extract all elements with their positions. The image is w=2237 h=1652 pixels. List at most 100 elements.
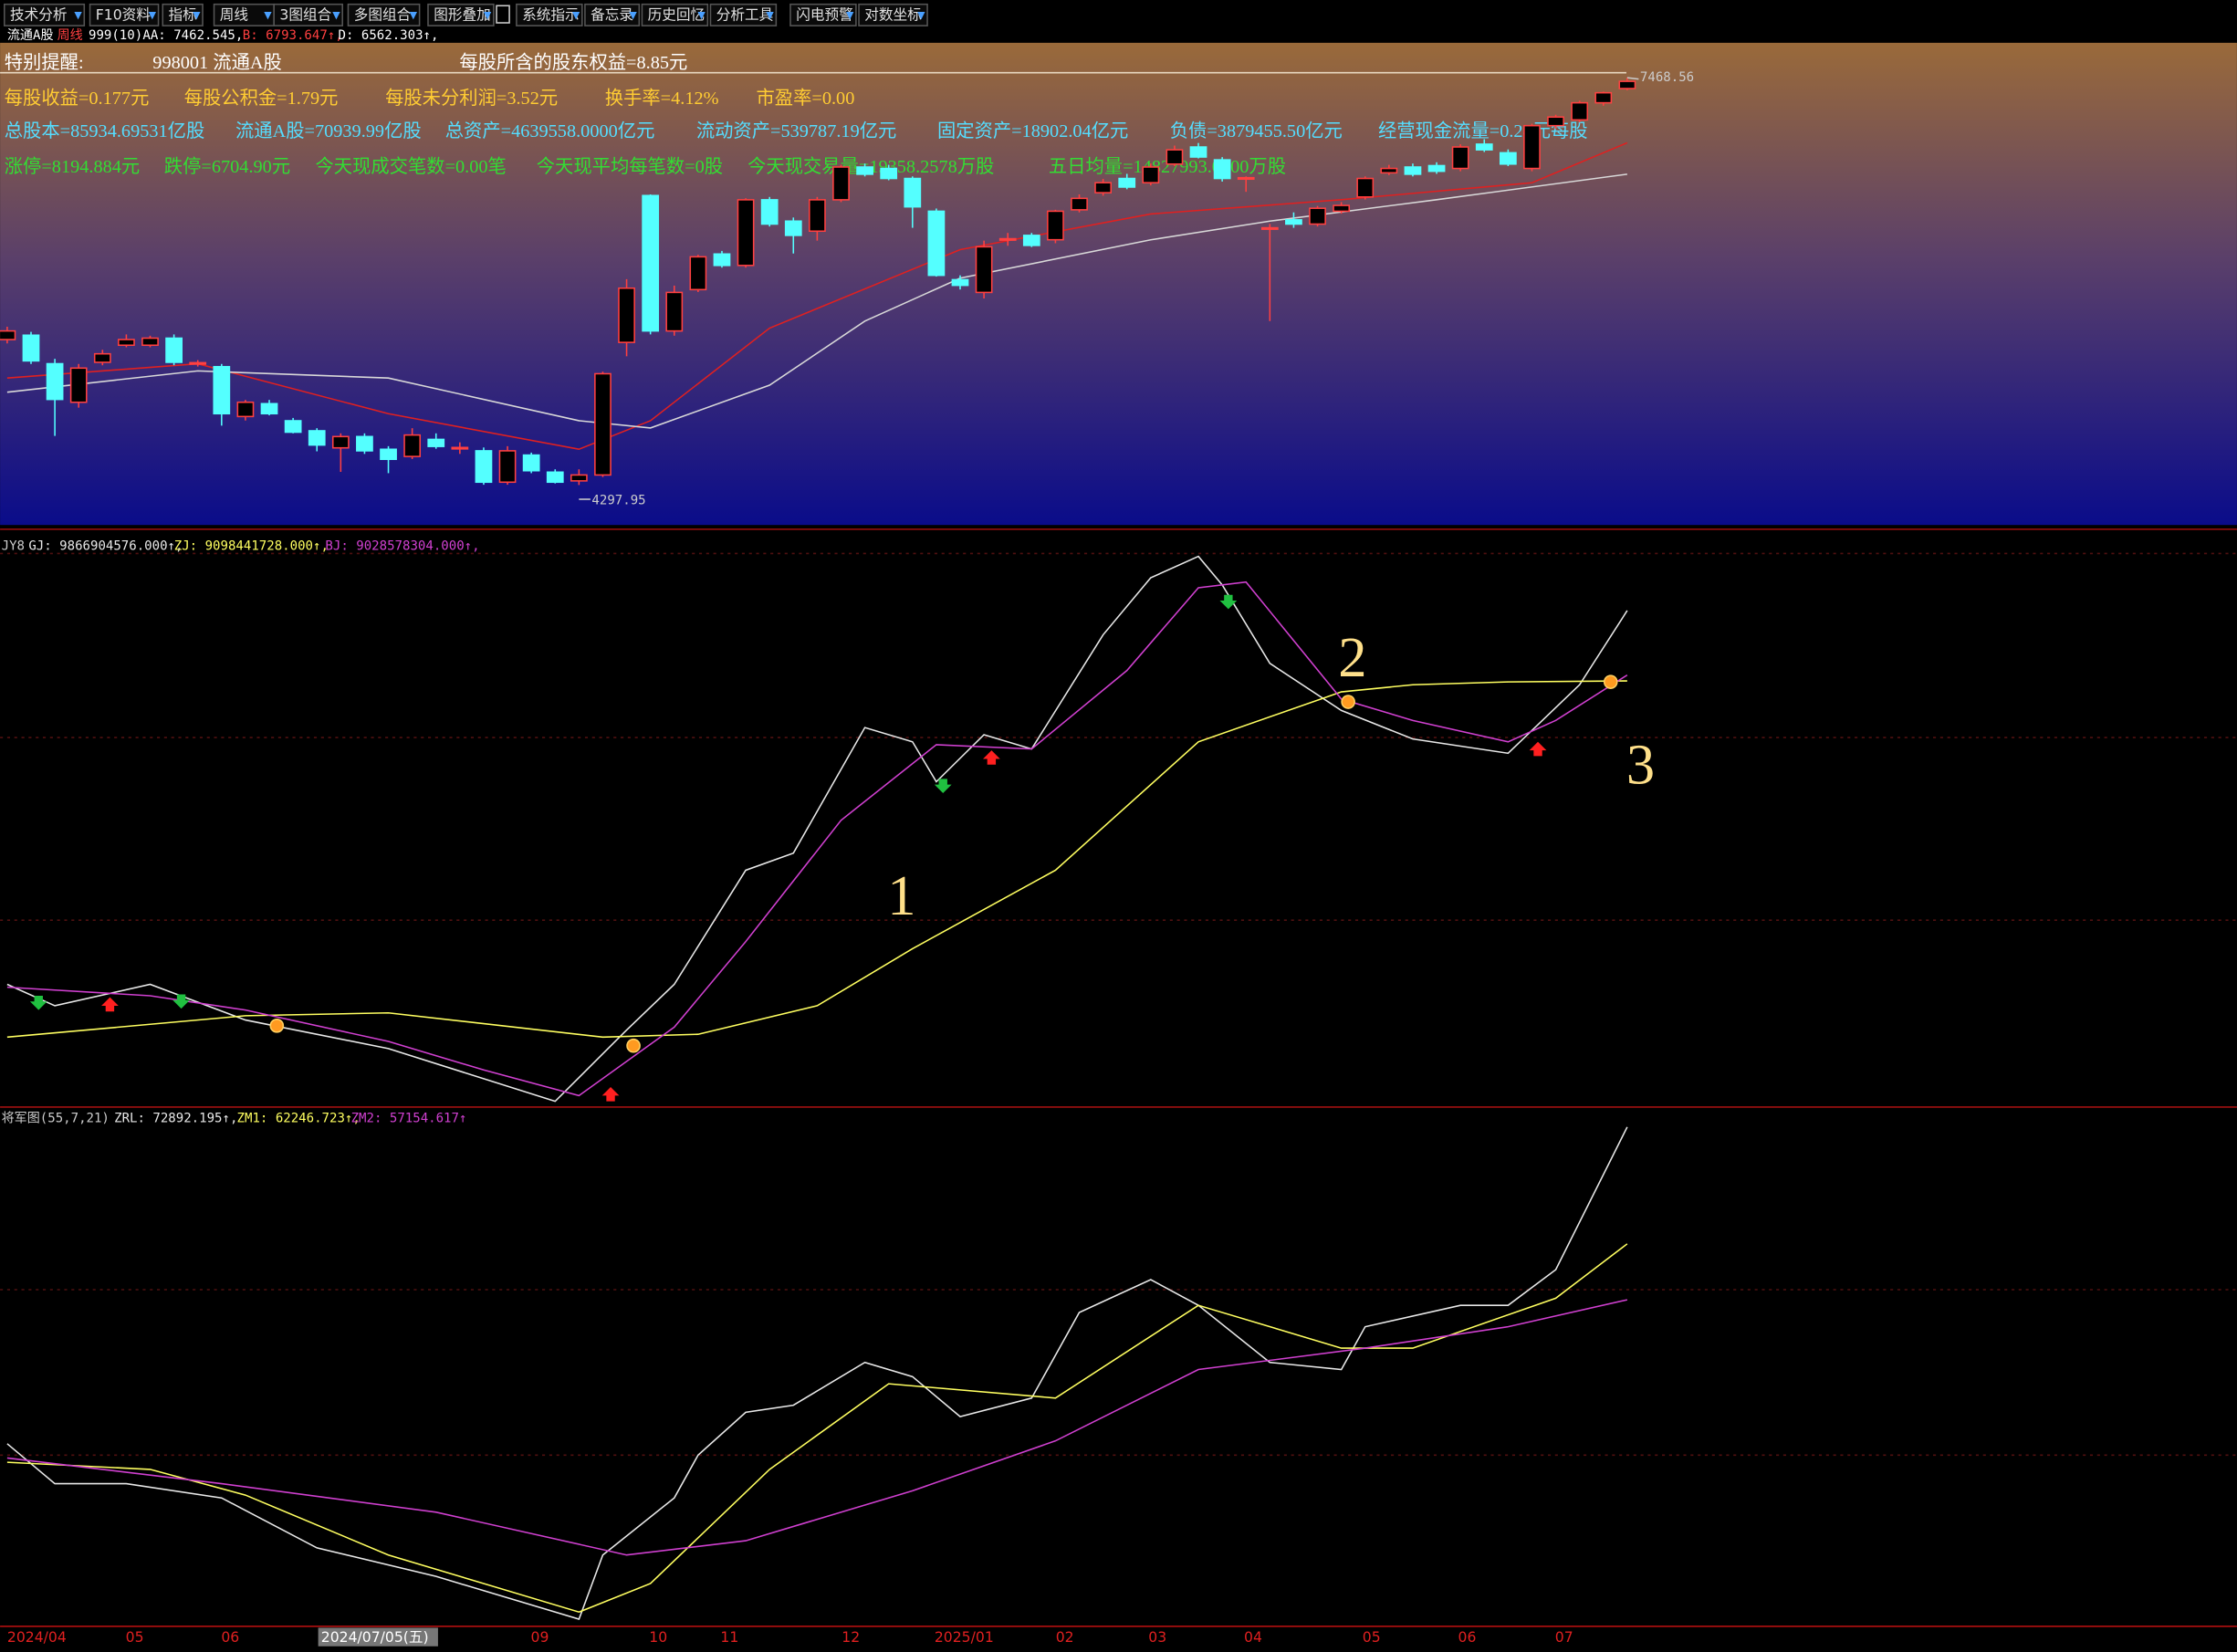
toolbar-button[interactable] (162, 3, 204, 26)
toolbar-button[interactable] (273, 3, 343, 26)
candle-body (1047, 210, 1064, 241)
signal-dot (1603, 674, 1618, 689)
date-label: 11 (720, 1628, 738, 1646)
info-text: 今天现成交笔数=0.00笔 (316, 156, 507, 177)
dropdown-arrow[interactable]: ▼ (484, 9, 492, 21)
candle-body (475, 450, 493, 484)
candle-body (737, 199, 755, 267)
candle-body (1380, 167, 1398, 174)
toolbar-label[interactable]: 图形叠加 (434, 6, 490, 24)
sell-arrow (1219, 594, 1238, 610)
info-text: 涨停=8194.884元 (5, 156, 140, 177)
date-label: 09 (531, 1628, 549, 1646)
indicator-line (6, 555, 1628, 1103)
candle-body (356, 435, 373, 452)
dropdown-arrow[interactable]: ▼ (846, 9, 854, 21)
toolbar-button[interactable] (641, 3, 709, 26)
date-label: 12 (841, 1628, 860, 1646)
toolbar-button[interactable] (89, 3, 160, 26)
candle-body (141, 337, 159, 347)
status-item: 999(10) (89, 28, 142, 43)
dropdown-arrow[interactable]: ▼ (332, 9, 340, 21)
candle-body (1404, 166, 1422, 175)
info-text: 固定资产=18902.04亿元 (937, 120, 1128, 141)
candle-body (1571, 101, 1589, 121)
candle-body (570, 474, 588, 482)
indicator-line (6, 173, 1627, 429)
dropdown-arrow[interactable]: ▼ (917, 9, 925, 21)
candle-body (69, 367, 88, 403)
lock-icon[interactable] (496, 5, 510, 24)
info-text: 每股所含的股东权益=8.85元 (459, 52, 687, 73)
indicator-line (6, 1243, 1628, 1614)
indicator-name: 将军图(55,7,21) (2, 1111, 110, 1125)
candle-body (880, 167, 898, 180)
dropdown-arrow[interactable]: ▼ (74, 9, 82, 21)
indicator-value: GJ: 9866904576.000↑, (28, 539, 183, 554)
toolbar-button[interactable] (347, 3, 421, 26)
date-label: 04 (1244, 1628, 1262, 1646)
toolbar-label[interactable]: 备忘录 (591, 6, 633, 24)
candle-body (284, 420, 302, 434)
candle-body (427, 438, 445, 447)
dropdown-arrow[interactable]: ▼ (264, 9, 272, 21)
candle-body (22, 334, 40, 362)
toolbar-button[interactable] (427, 3, 495, 26)
low-label: 4297.95 (591, 494, 645, 508)
date-label: 2024/07/05(五) (321, 1628, 429, 1646)
toolbar-label[interactable]: 历史回忆 (648, 6, 706, 24)
toolbar-label[interactable]: 周线 (220, 6, 249, 24)
candle-body (1451, 146, 1469, 170)
date-label: 05 (1363, 1628, 1381, 1646)
toolbar-label[interactable]: 技术分析 (10, 6, 68, 24)
toolbar-label[interactable]: 分析工具 (716, 6, 774, 24)
toolbar-label[interactable]: 闪电预警 (796, 6, 853, 24)
dropdown-arrow[interactable]: ▼ (193, 9, 201, 21)
dropdown-arrow[interactable]: ▼ (697, 9, 706, 21)
annotation: 3 (1626, 732, 1655, 796)
dropdown-arrow[interactable]: ▼ (766, 9, 774, 21)
candle-body (1427, 164, 1446, 173)
toolbar-label[interactable]: 系统指示 (522, 6, 579, 24)
toolbar-button[interactable] (516, 3, 583, 26)
dropdown-arrow[interactable]: ▼ (572, 9, 580, 21)
dropdown-arrow[interactable]: ▼ (149, 9, 157, 21)
candle-body (1333, 204, 1351, 213)
candle-body (1022, 235, 1040, 246)
candle-body (1475, 143, 1493, 151)
toolbar-label[interactable]: 对数坐标 (864, 6, 922, 24)
toolbar-label[interactable]: F10资料 (96, 6, 151, 24)
toolbar-button[interactable] (584, 3, 641, 26)
candle-body (1237, 176, 1255, 181)
candle-body (451, 446, 469, 450)
date-highlight (318, 1627, 438, 1647)
indicator-value: ZRL: 72892.195↑, (114, 1111, 237, 1125)
candle-body (1499, 152, 1517, 165)
dropdown-arrow[interactable]: ▼ (629, 9, 637, 21)
candle-body (498, 450, 517, 484)
candle-body (689, 256, 707, 291)
indicator-value: ZM2: 57154.617↑ (351, 1111, 467, 1125)
signal-dot (1341, 695, 1355, 709)
toolbar-label[interactable]: 3图组合 (279, 6, 331, 24)
toolbar-label[interactable]: 指标 (169, 6, 197, 24)
toolbar-button[interactable] (789, 3, 857, 26)
indicator-value: BJ: 9028578304.000↑, (325, 539, 479, 554)
candle-body (760, 199, 779, 225)
candle-body (165, 337, 183, 363)
candle-body (1356, 177, 1375, 198)
sell-arrow (172, 994, 190, 1009)
info-text: 998001 流通A股 (152, 52, 282, 73)
sell-arrow (29, 996, 47, 1010)
date-label: 02 (1056, 1628, 1074, 1646)
toolbar-label[interactable]: 多图组合 (354, 6, 412, 24)
status-item: D: 6562.303↑, (339, 28, 439, 43)
toolbar-button[interactable] (709, 3, 778, 26)
toolbar-button[interactable] (858, 3, 928, 26)
dropdown-arrow[interactable]: ▼ (410, 9, 418, 21)
candle-body (118, 339, 135, 347)
toolbar-button[interactable] (3, 3, 86, 26)
candle-body (546, 471, 564, 484)
candle-body (46, 362, 64, 401)
